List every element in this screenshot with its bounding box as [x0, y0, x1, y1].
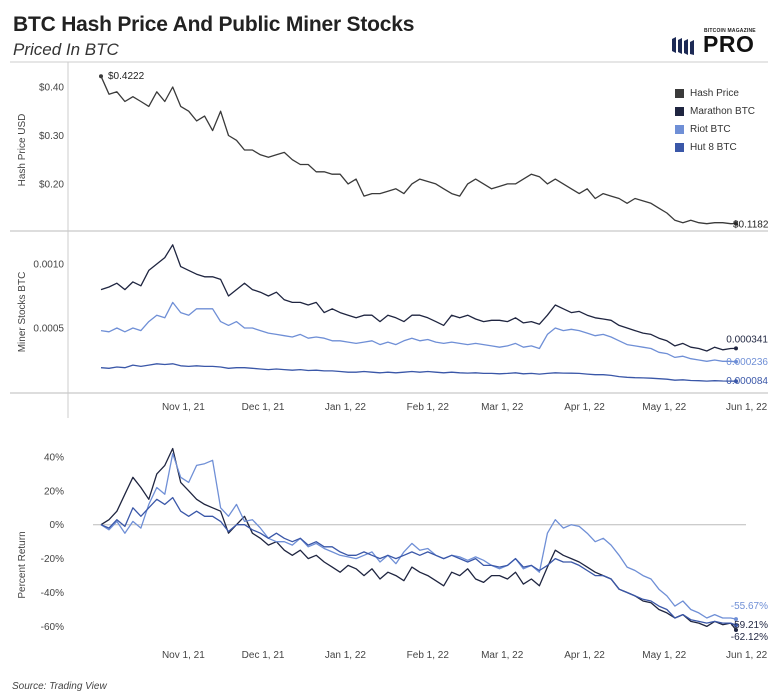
source-note: Source: Trading View	[12, 681, 107, 692]
series-line-hut-8-btc	[100, 496, 737, 626]
legend-label: Marathon BTC	[690, 105, 756, 117]
series-end-point	[734, 379, 738, 384]
legend-swatch	[675, 142, 684, 152]
logo-top-text: BITCOIN MAGAZINE	[704, 28, 756, 34]
y-axis-label: Hash Price USD	[17, 114, 28, 187]
y-tick-label: $0.40	[39, 82, 64, 93]
y-axis-label: Miner Stocks BTC	[17, 272, 28, 353]
series-end-point	[734, 628, 738, 633]
legend-label: Riot BTC	[690, 123, 731, 135]
legend-swatch	[675, 124, 684, 134]
end-value-label: -59.21%	[731, 620, 768, 631]
x-tick-label: Feb 1, 22	[407, 402, 450, 413]
x-tick-label: Dec 1, 21	[242, 402, 285, 413]
x-tick-label: Nov 1, 21	[162, 402, 205, 413]
x-tick-label: Jan 1, 22	[325, 402, 367, 413]
series-end-point	[734, 617, 738, 622]
logo-pro-text: PRO	[703, 31, 755, 57]
end-value-label: -55.67%	[731, 601, 768, 612]
annotation-point	[99, 74, 103, 79]
x-tick-label: May 1, 22	[642, 650, 686, 661]
legend-item-marathon[interactable]: Marathon BTC	[675, 102, 755, 120]
end-value-label: 0.000084	[726, 376, 768, 387]
y-tick-label: 40%	[44, 452, 64, 463]
x-tick-label: Dec 1, 21	[242, 650, 285, 661]
y-tick-label: 0%	[50, 520, 65, 531]
x-tick-label: Jun 1, 22	[726, 650, 768, 661]
y-tick-label: -40%	[41, 588, 64, 599]
legend-item-hut8[interactable]: Hut 8 BTC	[675, 138, 755, 156]
legend-swatch	[675, 106, 684, 116]
x-tick-label: Apr 1, 22	[564, 650, 605, 661]
series-line-hut-8-btc	[100, 363, 737, 382]
series-end-point	[734, 623, 738, 628]
chart-title: BTC Hash Price And Public Miner Stocks	[13, 13, 415, 36]
y-tick-label: $0.30	[39, 131, 64, 142]
series-line-marathon-btc	[100, 244, 737, 352]
y-tick-label: 0.0010	[33, 260, 64, 271]
legend-swatch	[675, 88, 684, 98]
x-tick-label: Mar 1, 22	[481, 650, 524, 661]
legend-item-riot[interactable]: Riot BTC	[675, 120, 755, 138]
series-line-riot-btc	[100, 452, 737, 620]
series-end-point	[734, 359, 738, 364]
y-tick-label: -20%	[41, 554, 64, 565]
annotation-label: $0.1182	[733, 220, 769, 231]
x-tick-label: Mar 1, 22	[481, 402, 524, 413]
x-tick-label: Jan 1, 22	[325, 650, 367, 661]
end-value-label: -62.12%	[731, 632, 768, 643]
x-tick-label: Apr 1, 22	[564, 402, 605, 413]
series-end-point	[734, 346, 738, 351]
logo-bars-icon	[672, 37, 694, 55]
annotation-label: $0.4222	[108, 71, 145, 82]
brand-logo: BITCOIN MAGAZINE PRO	[672, 28, 768, 58]
y-tick-label: $0.20	[39, 179, 64, 190]
y-axis-label: Percent Return	[17, 531, 28, 598]
legend-label: Hut 8 BTC	[690, 141, 737, 153]
x-tick-label: May 1, 22	[642, 402, 686, 413]
series-line-riot-btc	[100, 301, 737, 363]
annotation-point	[734, 221, 738, 226]
y-tick-label: 0.0005	[33, 324, 64, 335]
end-value-label: 0.000236	[726, 357, 768, 368]
y-tick-label: 20%	[44, 486, 64, 497]
legend-label: Hash Price	[690, 87, 739, 99]
y-tick-label: -60%	[41, 622, 64, 633]
chart-subtitle: Priced In BTC	[13, 40, 119, 59]
legend: Hash Price Marathon BTC Riot BTC Hut 8 B…	[675, 84, 755, 156]
legend-item-hash-price[interactable]: Hash Price	[675, 84, 755, 102]
x-tick-label: Feb 1, 22	[407, 650, 450, 661]
x-tick-label: Jun 1, 22	[726, 402, 768, 413]
series-line-hash-price	[100, 75, 737, 225]
series-line-marathon-btc	[100, 447, 737, 631]
end-value-label: 0.000341	[726, 334, 768, 345]
x-tick-label: Nov 1, 21	[162, 650, 205, 661]
